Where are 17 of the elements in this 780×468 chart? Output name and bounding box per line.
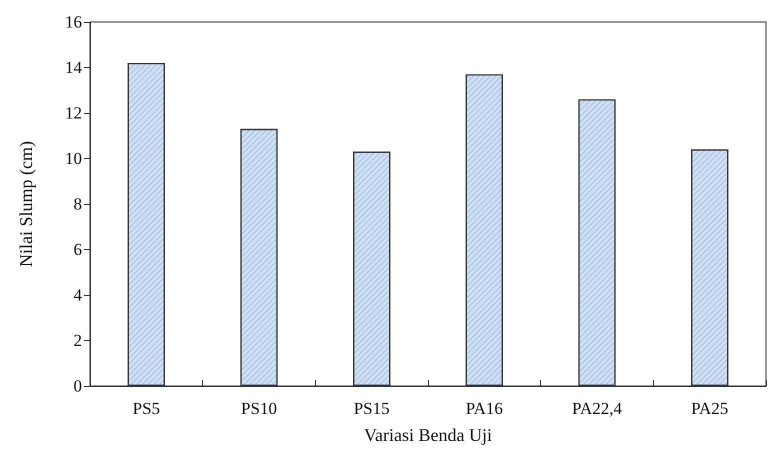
- y-tick-label: 10: [65, 149, 82, 168]
- x-tick-label: PS10: [241, 399, 277, 418]
- x-tick-label: PS15: [354, 399, 390, 418]
- y-tick-label: 16: [65, 12, 82, 32]
- y-tick-label: 6: [74, 240, 82, 259]
- x-tick-label: PS5: [132, 399, 160, 418]
- y-tick-label: 4: [74, 286, 82, 304]
- y-tick-label: 8: [74, 194, 82, 214]
- x-tick-label: PA16: [466, 399, 503, 418]
- x-tick-label: PA25: [691, 399, 728, 418]
- y-tick-label: 0: [74, 376, 82, 396]
- x-axis-title: Variasi Benda Uji: [364, 425, 492, 445]
- y-tick-label: 14: [65, 58, 82, 77]
- y-tick-label: 12: [65, 104, 82, 122]
- y-axis-title: Nilai Slump (cm): [16, 141, 36, 267]
- x-tick-label: PA22,4: [572, 399, 622, 418]
- y-tick-label: 2: [74, 331, 82, 350]
